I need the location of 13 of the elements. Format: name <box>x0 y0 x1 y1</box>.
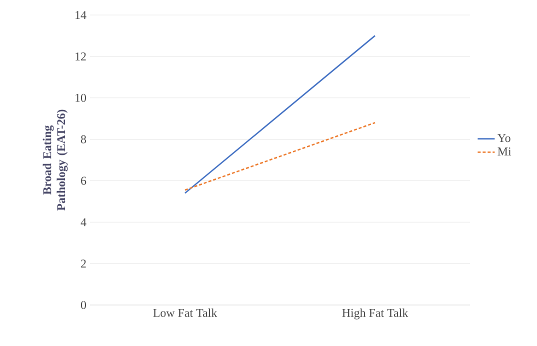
legend-label: Yo <box>498 134 510 142</box>
y-tick-label: 8 <box>80 135 86 144</box>
x-tick-label: Low Fat Talk <box>153 308 218 317</box>
legend-label: Mi <box>498 147 512 156</box>
y-tick-label: 10 <box>76 94 86 102</box>
x-tick-label: High Fat Talk <box>342 308 408 320</box>
y-tick-label: 12 <box>76 52 86 60</box>
y-tick-label: 2 <box>81 260 86 268</box>
y-tick-label: 6 <box>81 176 86 185</box>
y-axis-title: Broad Eating Pathology (EAT-26) <box>42 110 68 211</box>
y-tick-label: 14 <box>76 11 86 19</box>
y-tick-label: 0 <box>80 300 86 310</box>
y-tick-label: 4 <box>80 218 86 226</box>
